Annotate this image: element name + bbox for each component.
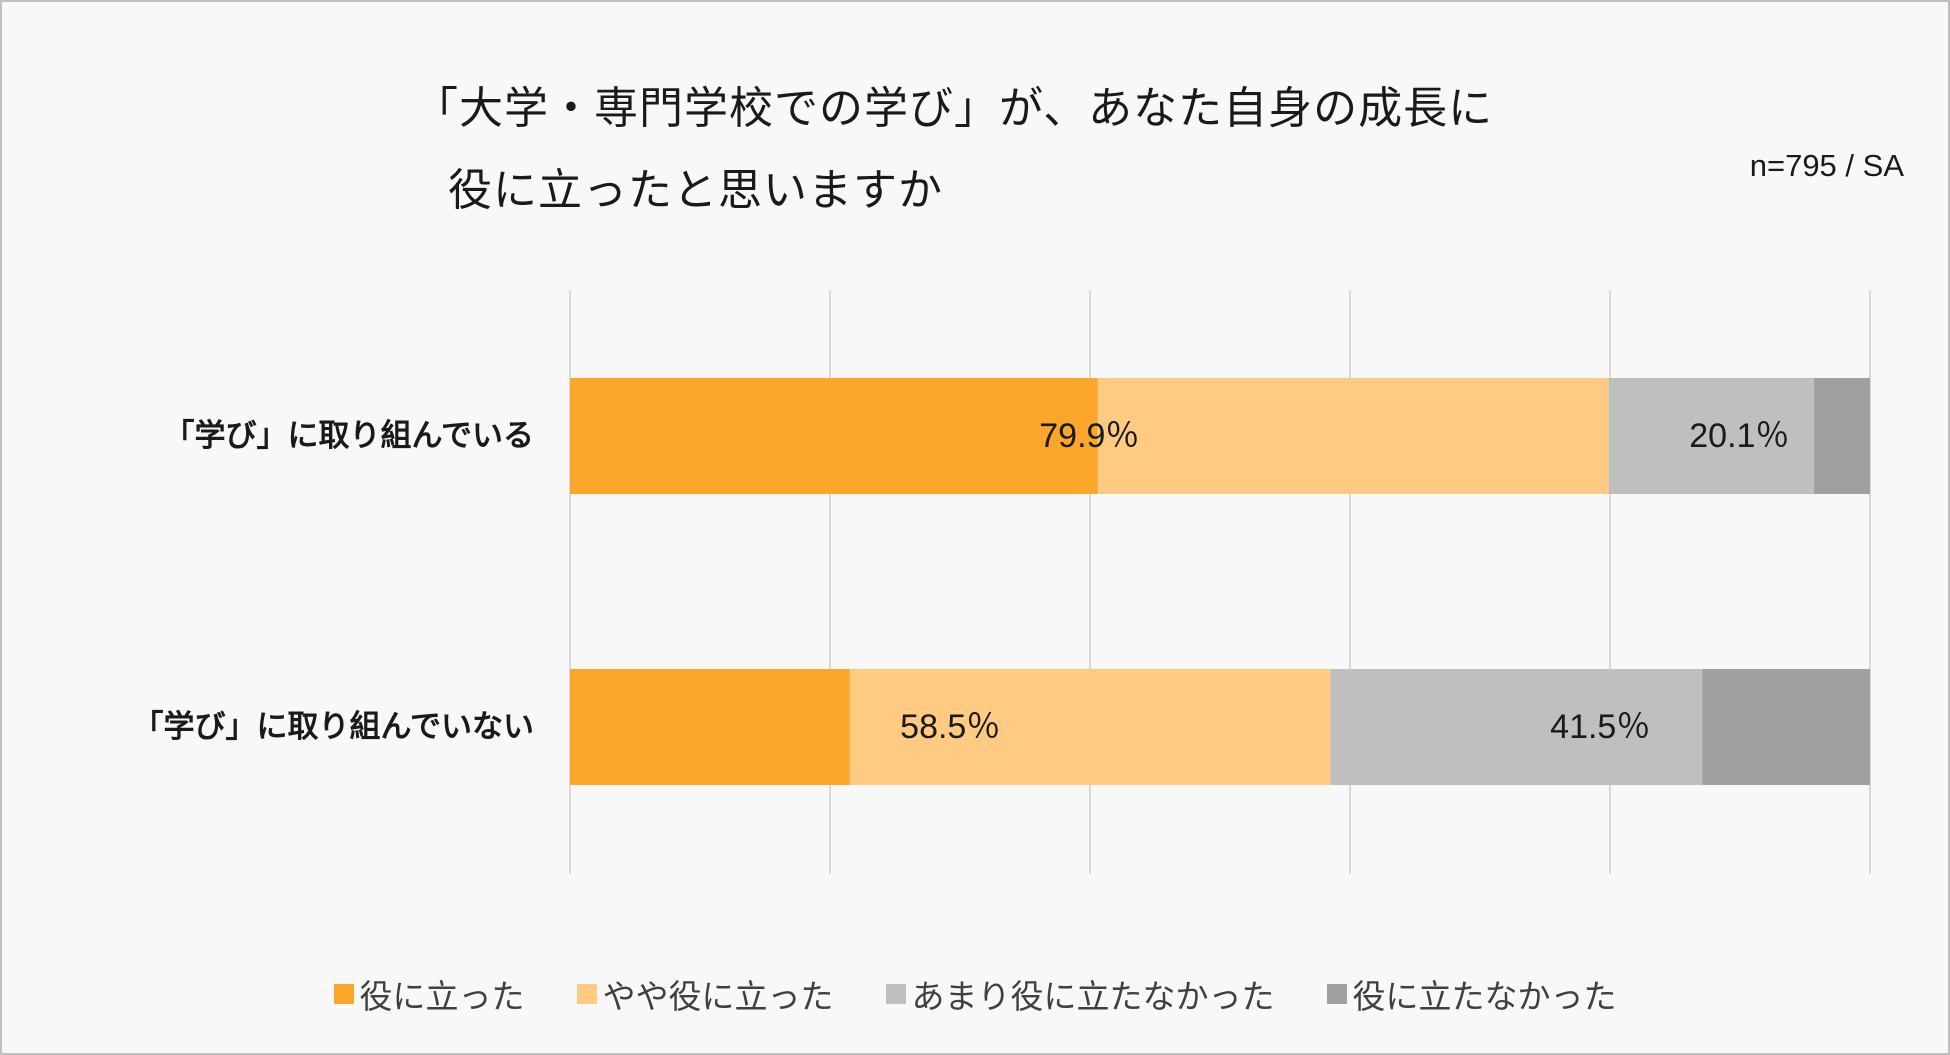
category-label-1: 「学び」に取り組んでいない xyxy=(133,709,534,745)
bar-segment-cat1-series0 xyxy=(570,669,850,785)
legend-item-3: 役に立たなかった xyxy=(1326,970,1617,1018)
bar-segment-cat0-series3 xyxy=(1814,378,1870,494)
legend: 役に立った やや役に立った あまり役に立たなかった 役に立たなかった xyxy=(2,970,1948,1018)
bar-segment-cat1-series3 xyxy=(1702,669,1870,785)
legend-swatch-1 xyxy=(576,984,597,1004)
sample-size-note: n=795 / SA xyxy=(1749,148,1904,183)
legend-item-0: 役に立った xyxy=(333,970,525,1018)
legend-label-0: 役に立った xyxy=(359,977,525,1016)
legend-label-2: あまり役に立たなかった xyxy=(911,977,1275,1016)
chart-title-line-2: 役に立ったと思いますか xyxy=(448,165,943,216)
bar-chart-plot: 「学び」に取り組んでいる「学び」に取り組んでいない 79.9％ 20.1％ 58.5… xyxy=(133,290,1871,874)
legend-item-1: やや役に立った xyxy=(576,970,834,1018)
data-label-0: 79.9％ xyxy=(1039,417,1139,455)
legend-swatch-2 xyxy=(885,984,906,1004)
bar-segment-cat0-series0 xyxy=(570,378,1098,494)
data-label-1: 20.1％ xyxy=(1689,417,1789,455)
bar-segment-cat1-series2 xyxy=(1330,669,1703,785)
data-labels: 79.9％ 20.1％ 58.5％ 41.5％ xyxy=(900,417,1789,746)
data-label-2: 58.5％ xyxy=(900,708,1000,746)
data-label-3: 41.5％ xyxy=(1550,708,1650,746)
legend-item-2: あまり役に立たなかった xyxy=(885,970,1275,1018)
bar-segments xyxy=(570,378,1870,785)
legend-swatch-3 xyxy=(1326,984,1347,1004)
bar-segment-cat1-series1 xyxy=(849,669,1331,785)
chart-title-line-1: 「大学・専門学校での学び」が、あなた自身の成長に xyxy=(414,83,1494,134)
legend-swatch-0 xyxy=(333,984,354,1004)
gridlines xyxy=(569,290,1871,874)
category-labels: 「学び」に取り組んでいる「学び」に取り組んでいない xyxy=(133,418,534,745)
bar-segment-cat0-series2 xyxy=(1608,378,1815,494)
legend-label-1: やや役に立った xyxy=(602,977,834,1016)
legend-label-3: 役に立たなかった xyxy=(1352,977,1617,1016)
category-label-0: 「学び」に取り組んでいる xyxy=(164,418,534,454)
bar-segment-cat0-series1 xyxy=(1097,378,1609,494)
